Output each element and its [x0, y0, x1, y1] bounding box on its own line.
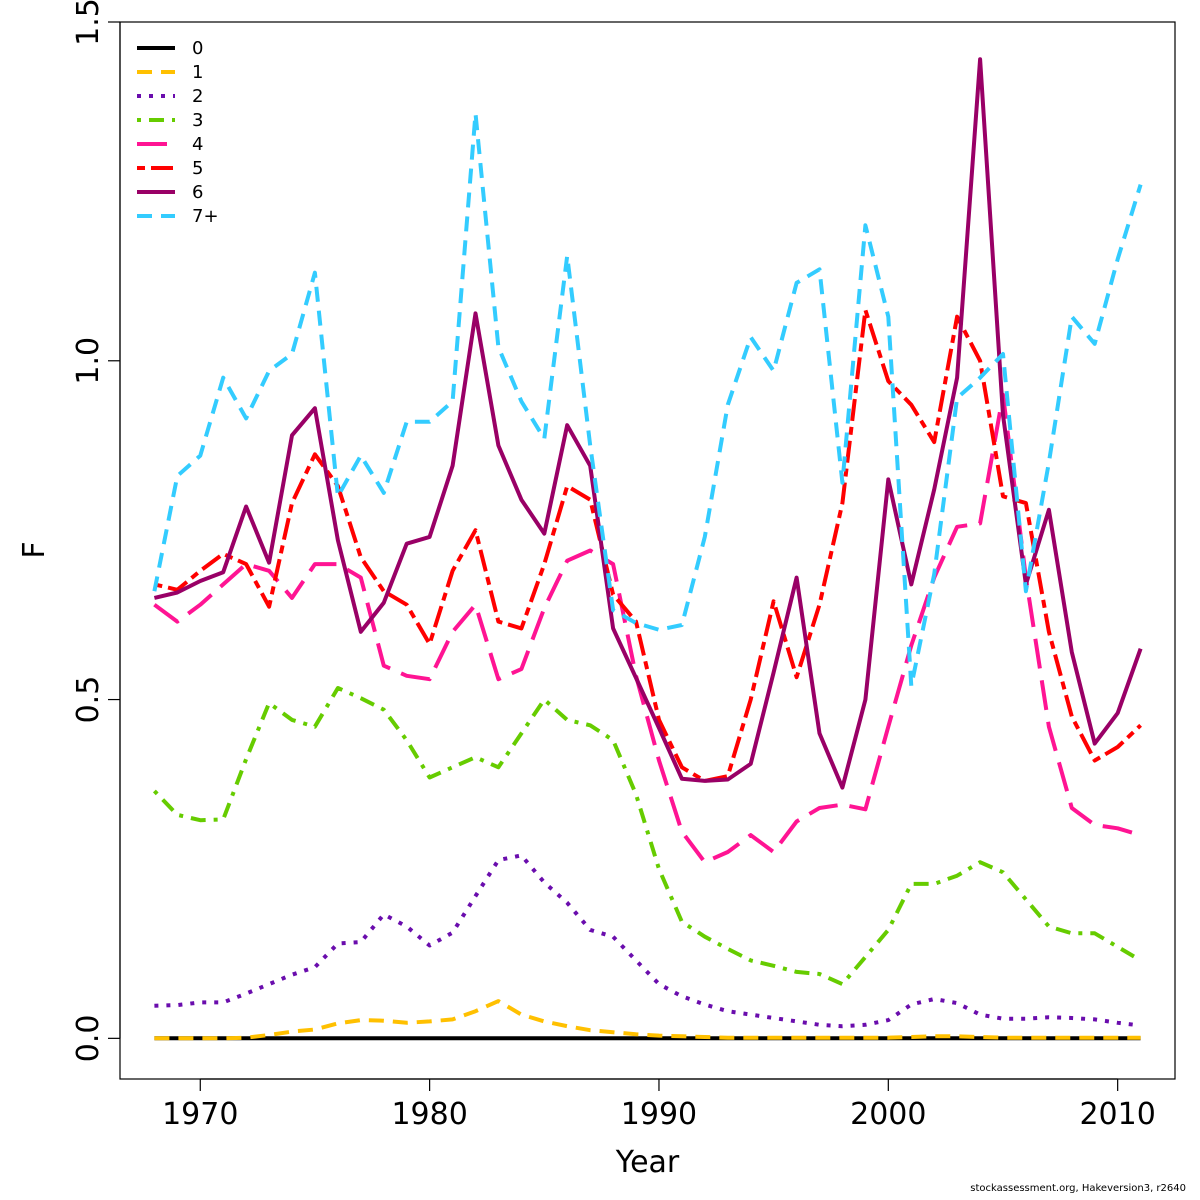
x-tick-label: 1970	[162, 1097, 238, 1132]
x-tick-label: 1990	[621, 1097, 697, 1132]
legend: 0 1 2 3 4 5 6 7+	[137, 38, 219, 227]
legend-label: 5	[192, 158, 203, 179]
legend-label: 4	[192, 134, 203, 155]
series-line-2	[154, 853, 1141, 1029]
series-line-7plus	[152, 111, 1143, 688]
y-tick-label: 1.5	[71, 0, 106, 46]
y-tick-label: 0.5	[71, 676, 106, 724]
series-layer	[152, 57, 1143, 1041]
y-tick-label: 0.0	[71, 1014, 106, 1062]
x-axis-title: Year	[615, 1145, 680, 1180]
series-line-1	[154, 999, 1141, 1041]
series-line-5	[153, 308, 1142, 783]
x-axis: 1970 1980 1990 2000 2010	[162, 1078, 1156, 1132]
legend-label: 6	[192, 182, 203, 203]
y-axis-title: F	[17, 541, 52, 558]
y-tick-label: 1.0	[71, 337, 106, 385]
x-tick-label: 2010	[1079, 1097, 1155, 1132]
series-line-4	[153, 392, 1142, 865]
credit-text: stockassessment.org, Hakeversion3, r2640	[970, 1183, 1186, 1194]
series-line-6	[153, 57, 1143, 790]
y-axis: 0.0 0.5 1.0 1.5	[71, 0, 121, 1062]
legend-label: 3	[192, 110, 203, 131]
legend-label: 1	[192, 62, 203, 83]
x-tick-label: 2000	[850, 1097, 926, 1132]
legend-label: 2	[192, 86, 203, 107]
legend-label: 7+	[192, 206, 219, 227]
legend-label: 0	[192, 38, 203, 59]
x-tick-label: 1980	[391, 1097, 467, 1132]
series-line-3	[152, 686, 1142, 987]
